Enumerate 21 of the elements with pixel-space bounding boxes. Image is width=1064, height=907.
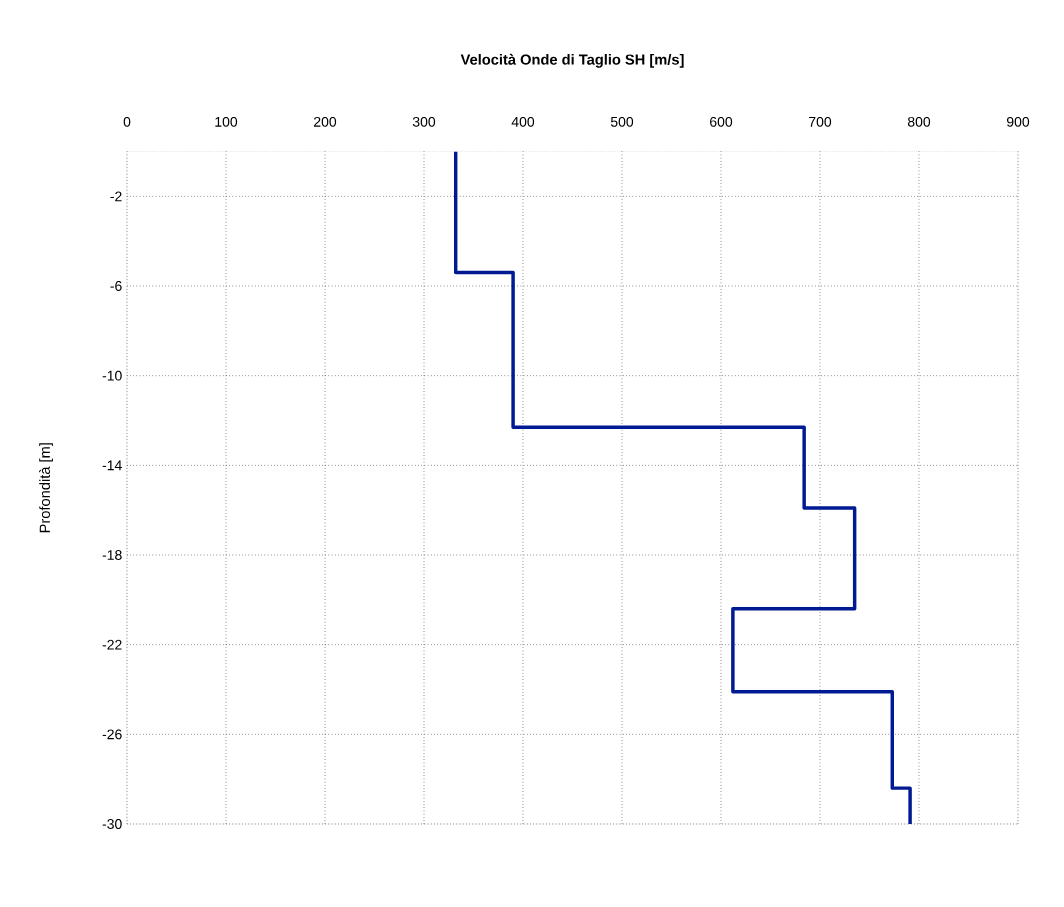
y-tick-label: -6	[110, 281, 122, 291]
x-tick-label: 900	[1006, 116, 1030, 127]
x-tick-label: 300	[412, 116, 436, 127]
y-tick-label: -30	[102, 819, 122, 829]
x-tick-label: 600	[710, 116, 733, 127]
x-tick-label: 500	[610, 116, 634, 127]
y-tick-label: -10	[102, 370, 122, 381]
x-tick-label: 800	[907, 116, 931, 127]
x-axis-title: Velocità Onde di Taglio SH [m/s]	[460, 53, 684, 68]
y-tick-label: -14	[102, 460, 122, 471]
x-tick-label: 100	[215, 116, 238, 127]
x-tick-label: 400	[511, 116, 535, 127]
y-tick-label: -22	[102, 639, 122, 650]
x-tick-label: 0	[123, 116, 131, 127]
y-tick-label: -26	[102, 729, 122, 740]
x-tick-label: 700	[809, 116, 832, 127]
line-series	[453, 151, 912, 824]
y-axis-title: Profondità [m]	[39, 443, 53, 533]
x-tick-label: 200	[314, 116, 337, 127]
y-tick-label: -2	[110, 191, 122, 202]
y-tick-label: -18	[102, 550, 122, 560]
